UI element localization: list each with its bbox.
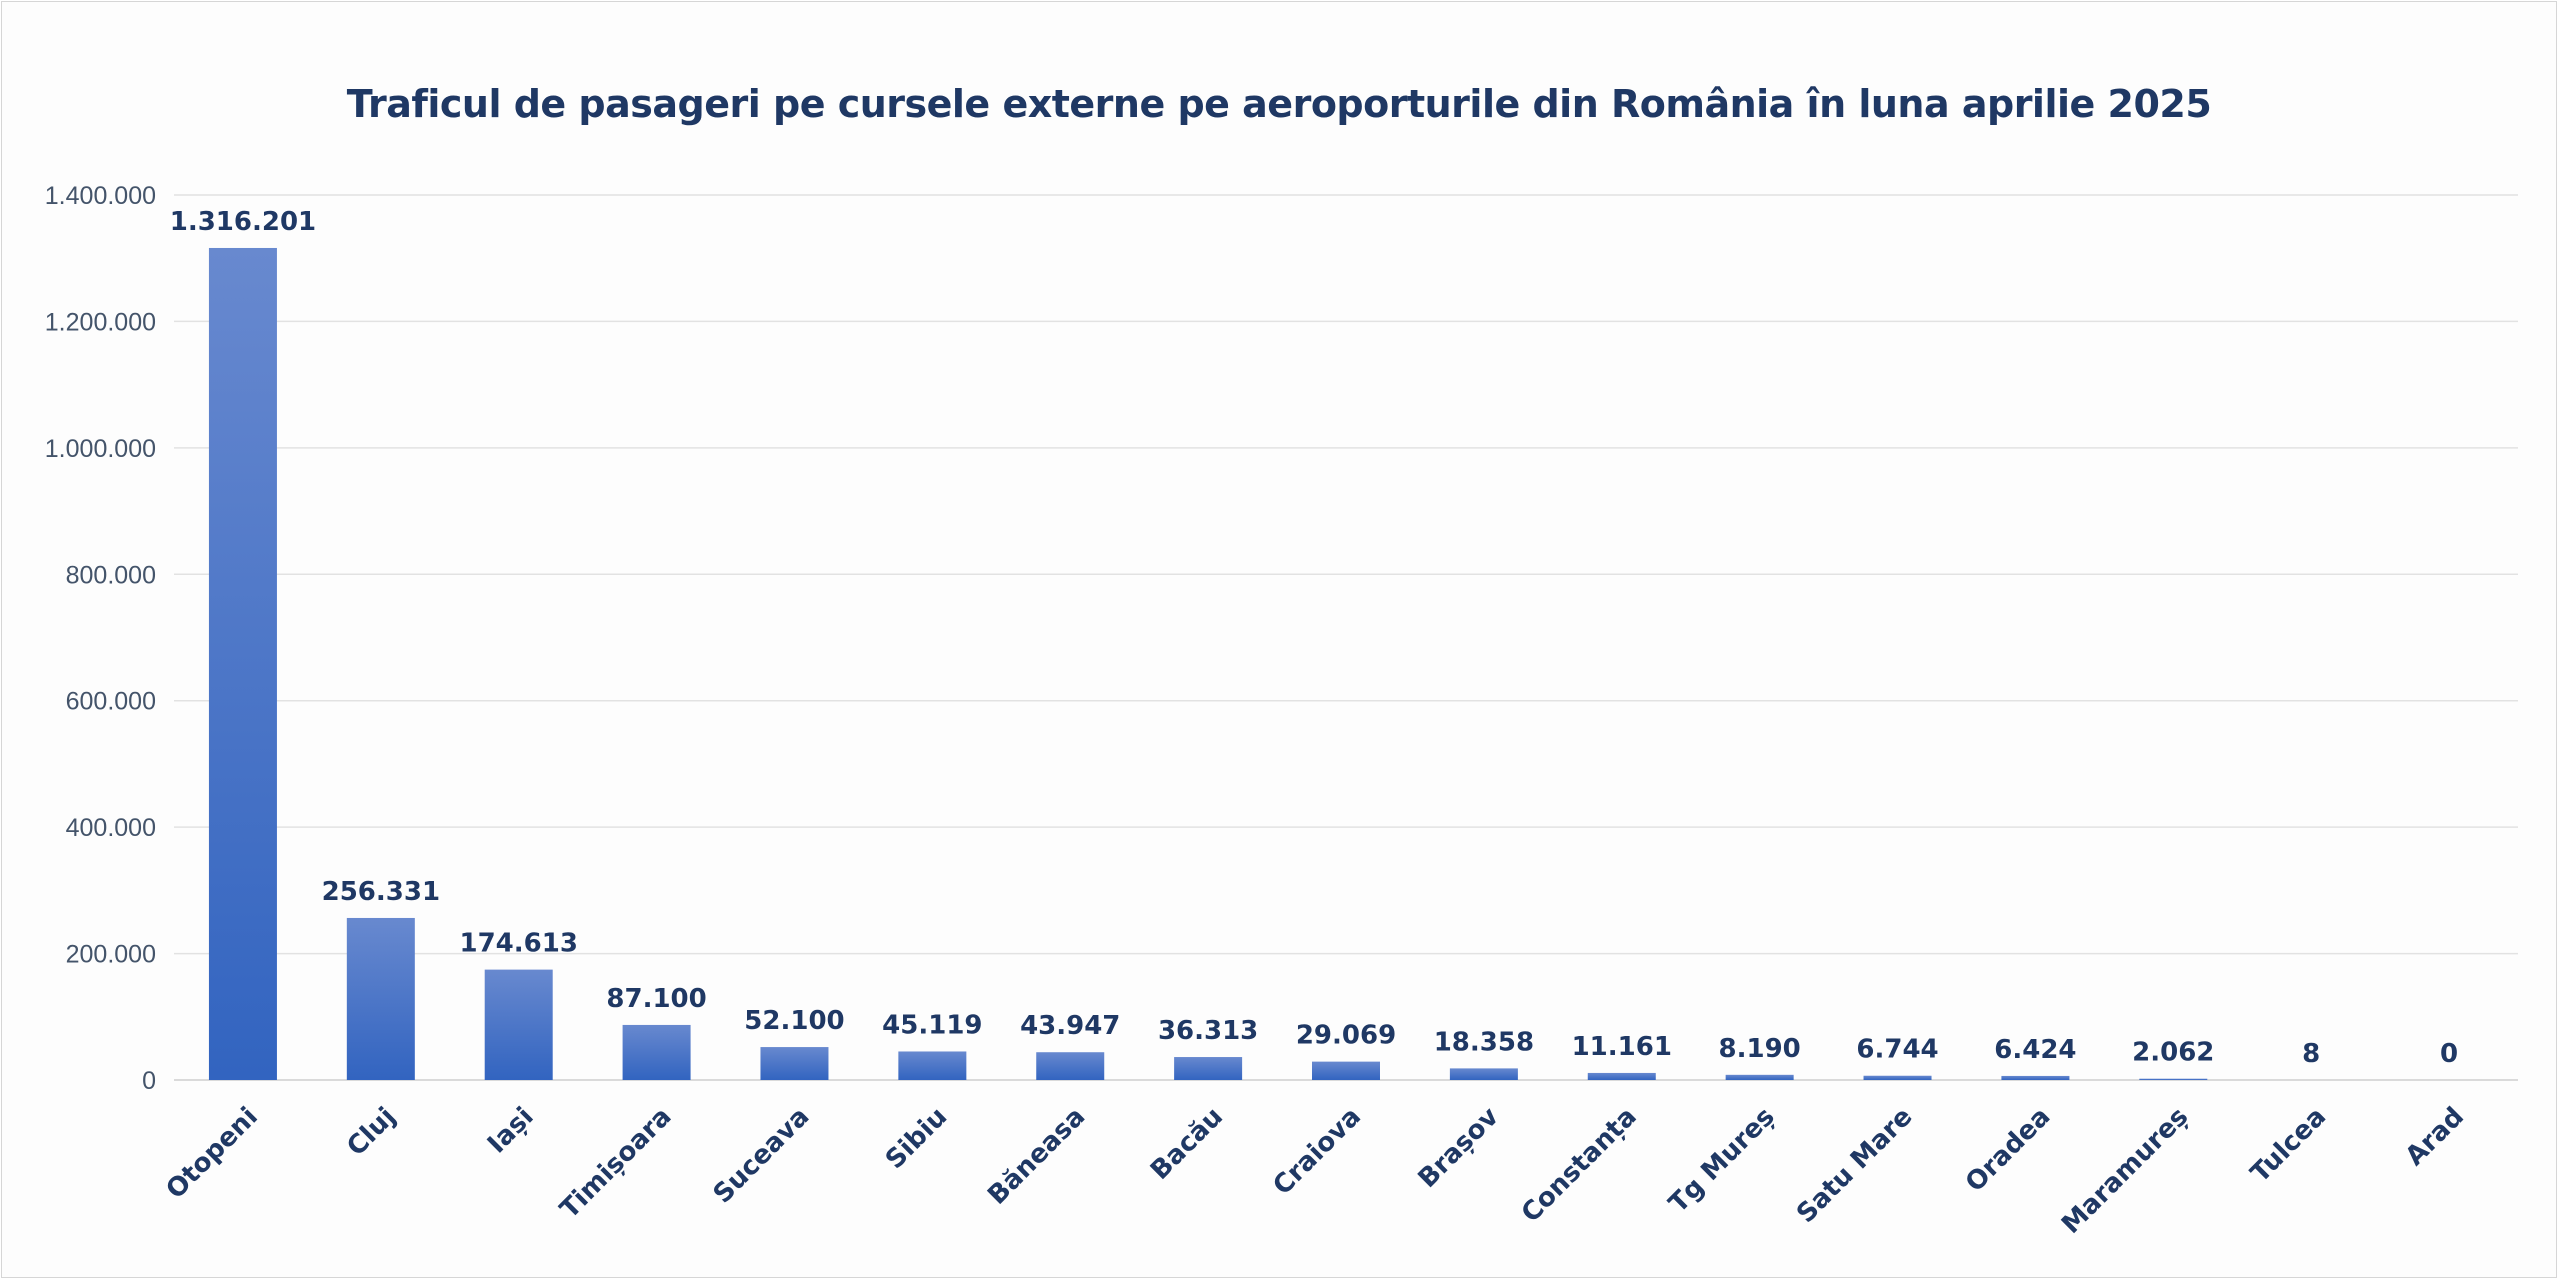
data-label: 8.190 (1719, 1034, 1801, 1064)
x-tick-label: Craiova (1267, 1102, 1367, 1202)
bar (1726, 1075, 1794, 1080)
y-axis-ticks: 0 200.000 400.000 600.000 800.000 1.000.000 1.… (45, 182, 156, 1095)
bar (2139, 1079, 2207, 1080)
y-tick-label: 800.000 (66, 561, 156, 589)
y-tick-label: 1.400.000 (45, 182, 156, 210)
data-label: 1.316.201 (170, 207, 316, 237)
bar (623, 1025, 691, 1080)
data-label: 36.313 (1158, 1016, 1258, 1046)
x-tick-label: Brașov (1413, 1102, 1505, 1194)
data-label: 6.744 (1856, 1035, 1938, 1065)
bar (1864, 1076, 1932, 1080)
y-tick-label: 200.000 (66, 941, 156, 969)
bar (898, 1051, 966, 1080)
bar (1312, 1062, 1380, 1080)
x-tick-label: Arad (2400, 1102, 2470, 1172)
data-label: 256.331 (322, 877, 440, 907)
x-tick-label: Suceava (708, 1102, 816, 1210)
x-tick-label: Bacău (1145, 1102, 1229, 1186)
x-tick-label: Tulcea (2245, 1102, 2332, 1189)
y-tick-label: 1.200.000 (45, 308, 156, 336)
data-label: 45.119 (882, 1010, 982, 1040)
data-label: 2.062 (2132, 1038, 2214, 1068)
data-label: 52.100 (744, 1006, 844, 1036)
x-tick-label: Maramureș (2056, 1102, 2194, 1240)
data-label: 11.161 (1572, 1032, 1672, 1062)
x-tick-label: Cluj (341, 1102, 401, 1162)
data-label: 0 (2440, 1039, 2458, 1069)
y-tick-label: 1.000.000 (45, 435, 156, 463)
y-tick-label: 0 (142, 1067, 156, 1095)
data-label: 18.358 (1434, 1027, 1534, 1057)
bar (1450, 1068, 1518, 1080)
x-tick-label: Satu Mare (1791, 1102, 1918, 1229)
data-labels: 1.316.201 256.331 174.613 87.100 52.100 45.11… (170, 207, 2458, 1069)
y-tick-label: 400.000 (66, 814, 156, 842)
x-tick-label: Tg Mureș (1663, 1102, 1780, 1219)
x-tick-label: Băneasa (982, 1102, 1091, 1211)
bar (760, 1047, 828, 1080)
x-tick-label: Constanța (1516, 1102, 1643, 1229)
x-tick-label: Iași (482, 1102, 540, 1160)
bar (1174, 1057, 1242, 1080)
bar (1588, 1073, 1656, 1080)
x-tick-label: Oradea (1960, 1102, 2056, 1198)
data-label: 43.947 (1020, 1011, 1120, 1041)
data-label: 8 (2302, 1039, 2320, 1069)
data-label: 87.100 (606, 984, 706, 1014)
data-label: 29.069 (1296, 1021, 1396, 1051)
bar (485, 970, 553, 1080)
bar (209, 248, 277, 1080)
bar (2001, 1076, 2069, 1080)
bar (1036, 1052, 1104, 1080)
data-label: 6.424 (1994, 1035, 2076, 1065)
x-tick-label: Otopeni (161, 1102, 264, 1205)
x-tick-label: Timișoara (555, 1102, 678, 1225)
bar (347, 918, 415, 1080)
y-tick-label: 600.000 (66, 688, 156, 716)
data-label: 174.613 (459, 929, 577, 959)
x-tick-label: Sibiu (880, 1102, 953, 1175)
x-axis-ticks: Otopeni Cluj Iași Timișoara Suceava Sibiu Băne… (161, 1102, 2470, 1240)
